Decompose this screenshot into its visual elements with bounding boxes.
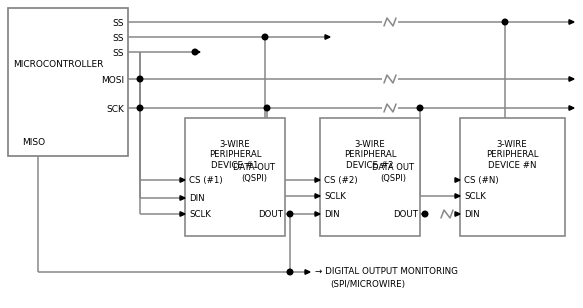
Text: MICROCONTROLLER: MICROCONTROLLER bbox=[13, 60, 103, 69]
Text: DATA OUT
(QSPI): DATA OUT (QSPI) bbox=[372, 163, 414, 183]
Text: SS: SS bbox=[113, 48, 124, 58]
Text: CS (#1): CS (#1) bbox=[189, 176, 223, 184]
Text: SCLK: SCLK bbox=[324, 192, 346, 201]
Polygon shape bbox=[315, 194, 320, 198]
Circle shape bbox=[287, 269, 293, 275]
Polygon shape bbox=[180, 212, 185, 216]
Polygon shape bbox=[455, 194, 460, 198]
Text: → DIGITAL OUTPUT MONITORING: → DIGITAL OUTPUT MONITORING bbox=[315, 268, 458, 277]
Circle shape bbox=[137, 105, 143, 111]
Polygon shape bbox=[180, 196, 185, 200]
Text: 3-WIRE
PERIPHERAL
DEVICE #2: 3-WIRE PERIPHERAL DEVICE #2 bbox=[344, 140, 396, 170]
Bar bbox=[8, 8, 128, 156]
Polygon shape bbox=[195, 50, 200, 54]
Polygon shape bbox=[569, 106, 574, 110]
Text: SS: SS bbox=[113, 18, 124, 27]
Text: DIN: DIN bbox=[189, 193, 205, 202]
Circle shape bbox=[422, 211, 428, 217]
Bar bbox=[320, 118, 420, 236]
Text: CS (#N): CS (#N) bbox=[464, 176, 498, 184]
Circle shape bbox=[264, 105, 270, 111]
Text: (SPI/MICROWIRE): (SPI/MICROWIRE) bbox=[330, 281, 405, 290]
Polygon shape bbox=[325, 35, 330, 39]
Circle shape bbox=[417, 105, 423, 111]
Text: MOSI: MOSI bbox=[101, 75, 124, 84]
Text: DIN: DIN bbox=[464, 209, 480, 218]
Text: MISO: MISO bbox=[22, 137, 45, 147]
Text: DOUT: DOUT bbox=[393, 209, 418, 218]
Bar bbox=[185, 118, 285, 236]
Circle shape bbox=[287, 211, 293, 217]
Circle shape bbox=[262, 34, 268, 40]
Polygon shape bbox=[455, 212, 460, 216]
Text: SS: SS bbox=[113, 34, 124, 43]
Text: DIN: DIN bbox=[324, 209, 340, 218]
Text: CS (#2): CS (#2) bbox=[324, 176, 357, 184]
Text: SCLK: SCLK bbox=[189, 209, 211, 218]
Polygon shape bbox=[569, 77, 574, 81]
Polygon shape bbox=[315, 178, 320, 182]
Bar bbox=[460, 118, 565, 236]
Text: DATA OUT
(QSPI): DATA OUT (QSPI) bbox=[233, 163, 275, 183]
Circle shape bbox=[502, 19, 508, 25]
Polygon shape bbox=[569, 20, 574, 24]
Text: 3-WIRE
PERIPHERAL
DEVICE #1: 3-WIRE PERIPHERAL DEVICE #1 bbox=[209, 140, 261, 170]
Polygon shape bbox=[315, 212, 320, 216]
Text: 3-WIRE
PERIPHERAL
DEVICE #N: 3-WIRE PERIPHERAL DEVICE #N bbox=[486, 140, 538, 170]
Text: SCLK: SCLK bbox=[464, 192, 486, 201]
Polygon shape bbox=[305, 270, 310, 274]
Circle shape bbox=[192, 49, 198, 55]
Circle shape bbox=[137, 76, 143, 82]
Polygon shape bbox=[180, 178, 185, 182]
Text: DOUT: DOUT bbox=[258, 209, 283, 218]
Text: SCK: SCK bbox=[106, 104, 124, 114]
Polygon shape bbox=[455, 178, 460, 182]
